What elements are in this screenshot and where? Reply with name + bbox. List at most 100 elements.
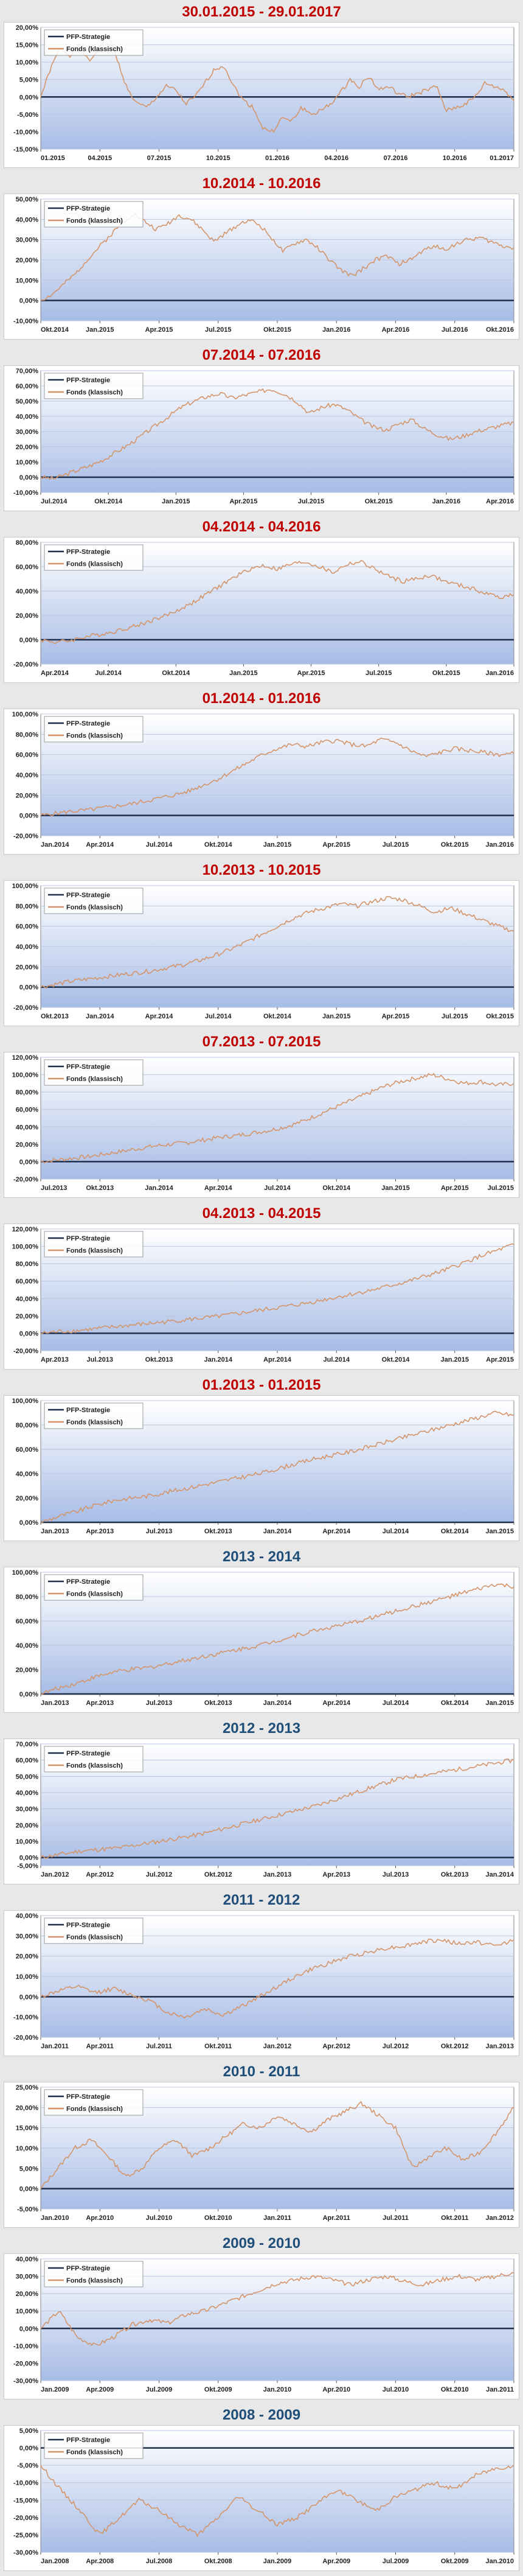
legend-label-strategy: PFP-Strategie bbox=[66, 1578, 110, 1586]
y-tick-label: 40,00% bbox=[16, 943, 39, 951]
legend-box bbox=[44, 544, 144, 571]
x-tick-label: Jan.2013 bbox=[263, 1871, 291, 1878]
y-tick-label: 100,00% bbox=[12, 1569, 39, 1577]
y-tick-label: -5,00% bbox=[17, 111, 38, 119]
x-tick-label: Jan.2013 bbox=[486, 2043, 514, 2050]
legend-label-strategy: PFP-Strategie bbox=[66, 1750, 110, 1757]
legend-label-fund: Fonds (klassisch) bbox=[66, 1076, 123, 1083]
legend-label-strategy: PFP-Strategie bbox=[66, 2437, 110, 2444]
line-chart: 50,00% 40,00% 30,00% 20,00% 10,00% 0,00% -10,0… bbox=[13, 196, 514, 334]
y-tick-label: 20,00% bbox=[16, 1141, 39, 1149]
x-tick-label: Jul.2014 bbox=[95, 670, 122, 677]
chart-panel: 2008 - 2009 5,00% 0,00% -5,00% -10,00% -15,00… bbox=[0, 2403, 523, 2575]
chart-panel: 2012 - 2013 70,00% 60,00% 50,00% 40,00% 30,00… bbox=[0, 1717, 523, 1888]
legend-label-fund: Fonds (klassisch) bbox=[66, 732, 123, 740]
legend-label-fund: Fonds (klassisch) bbox=[66, 389, 123, 396]
chart-card: 40,00% 30,00% 20,00% 10,00% 0,00% -10,00% -20,… bbox=[4, 2253, 519, 2399]
x-tick-label: Jan.2016 bbox=[322, 326, 350, 334]
legend: PFP-Strategie Fonds (klassisch) bbox=[44, 1574, 144, 1601]
y-tick-label: 60,00% bbox=[16, 1107, 39, 1114]
chart-panel: 10.2014 - 10.2016 50,00% 40,00% 30,00% 20,00… bbox=[0, 172, 523, 343]
y-tick-label: -20,00% bbox=[13, 2034, 38, 2042]
chart-title: 2011 - 2012 bbox=[223, 1892, 300, 1908]
chart-title: 10.2013 - 10.2015 bbox=[202, 862, 321, 878]
legend-label-fund: Fonds (klassisch) bbox=[66, 1591, 123, 1598]
legend: PFP-Strategie Fonds (klassisch) bbox=[44, 1402, 144, 1429]
x-tick-label: Apr.2013 bbox=[322, 1871, 350, 1878]
x-tick-label: Jan.2008 bbox=[41, 2558, 69, 2565]
x-tick-label: Apr.2011 bbox=[86, 2043, 114, 2050]
legend-label-fund: Fonds (klassisch) bbox=[66, 2105, 123, 2113]
y-tick-label: 20,00% bbox=[16, 257, 39, 264]
y-tick-label: -15,00% bbox=[13, 146, 38, 153]
y-tick-label: -10,00% bbox=[13, 128, 38, 136]
x-tick-label: Apr.2015 bbox=[441, 1185, 469, 1192]
x-tick-label: Apr.2012 bbox=[86, 1871, 114, 1878]
chart-panel: 01.2014 - 01.2016 100,00% 80,00% 60,00% 40,0… bbox=[0, 687, 523, 858]
y-tick-label: 40,00% bbox=[16, 413, 39, 421]
y-tick-label: -10,00% bbox=[13, 489, 38, 497]
x-tick-label: Okt.2013 bbox=[41, 1013, 69, 1020]
y-tick-label: 60,00% bbox=[16, 752, 39, 759]
x-tick-label: Jul.2014 bbox=[41, 498, 68, 505]
x-tick-label: Okt.2015 bbox=[263, 326, 291, 334]
y-tick-label: 0,00% bbox=[19, 637, 38, 644]
y-tick-label: 30,00% bbox=[16, 237, 39, 244]
x-tick-label: Apr.2013 bbox=[41, 1356, 69, 1363]
fund-series-line bbox=[40, 1243, 514, 1334]
y-tick-label: 40,00% bbox=[16, 588, 39, 595]
x-tick-label: Jan.2009 bbox=[263, 2558, 291, 2565]
x-tick-label: Apr.2014 bbox=[86, 841, 114, 849]
chart-title: 2012 - 2013 bbox=[222, 1720, 301, 1737]
y-tick-label: 70,00% bbox=[16, 368, 39, 375]
x-tick-label: Okt.2012 bbox=[204, 1871, 232, 1878]
x-tick-label: Apr.2015 bbox=[297, 670, 325, 677]
y-tick-label: 80,00% bbox=[16, 1089, 39, 1096]
x-tick-label: Okt.2014 bbox=[441, 1528, 469, 1535]
y-tick-label: 60,00% bbox=[16, 1757, 39, 1765]
x-tick-label: Okt.2014 bbox=[322, 1185, 351, 1192]
x-tick-label: Jan.2016 bbox=[486, 670, 514, 677]
x-tick-label: Jan.2014 bbox=[263, 1699, 292, 1707]
y-tick-label: 20,00% bbox=[16, 1667, 39, 1674]
y-tick-label: -20,00% bbox=[13, 1348, 38, 1355]
x-tick-label: Apr.2015 bbox=[486, 1356, 514, 1363]
chart-panel: 04.2013 - 04.2015 120,00% 100,00% 80,00% 60,… bbox=[0, 1202, 523, 1373]
x-tick-label: Okt.2014 bbox=[162, 670, 190, 677]
y-tick-label: 60,00% bbox=[16, 1618, 39, 1625]
line-chart: 100,00% 80,00% 60,00% 40,00% 20,00% 0,00% -20,… bbox=[12, 883, 514, 1020]
fund-series-line bbox=[40, 737, 514, 817]
x-tick-label: Jul.2009 bbox=[146, 2386, 172, 2393]
chart-card: 40,00% 30,00% 20,00% 10,00% 0,00% -10,00% -20,… bbox=[4, 1910, 519, 2056]
y-tick-label: 60,00% bbox=[16, 383, 39, 390]
chart-card: 5,00% 0,00% -5,00% -10,00% -15,00% -20,00% -25… bbox=[4, 2425, 519, 2571]
x-tick-label: Apr.2014 bbox=[204, 1185, 233, 1192]
legend-label-strategy: PFP-Strategie bbox=[66, 2093, 110, 2101]
x-tick-label: Okt.2015 bbox=[432, 670, 460, 677]
x-tick-label: Jan.2014 bbox=[145, 1185, 173, 1192]
y-tick-label: 100,00% bbox=[12, 883, 39, 890]
chart-card: 100,00% 80,00% 60,00% 40,00% 20,00% 0,00% Jan.… bbox=[4, 1395, 519, 1541]
y-tick-label: 20,00% bbox=[16, 612, 39, 620]
y-tick-label: -30,00% bbox=[13, 2378, 38, 2385]
y-tick-label: 60,00% bbox=[16, 923, 39, 931]
x-tick-label: 01.2016 bbox=[265, 155, 289, 162]
fund-series-line bbox=[40, 1073, 514, 1164]
y-tick-label: 100,00% bbox=[12, 711, 39, 718]
x-tick-label: Jan.2012 bbox=[486, 2214, 514, 2222]
x-tick-label: Okt.2016 bbox=[486, 326, 514, 334]
chart-card: 50,00% 40,00% 30,00% 20,00% 10,00% 0,00% -10,0… bbox=[4, 194, 519, 340]
x-tick-label: Apr.2014 bbox=[41, 670, 69, 677]
y-tick-label: 70,00% bbox=[16, 1741, 39, 1748]
chart-title: 01.2014 - 01.2016 bbox=[202, 690, 321, 707]
legend-label-fund: Fonds (klassisch) bbox=[66, 1762, 123, 1769]
x-tick-label: 01.2017 bbox=[490, 155, 514, 162]
x-tick-label: Okt.2012 bbox=[441, 2043, 469, 2050]
legend-label-strategy: PFP-Strategie bbox=[66, 1235, 110, 1242]
x-tick-label: 07.2015 bbox=[147, 155, 171, 162]
x-tick-label: Apr.2016 bbox=[486, 498, 514, 505]
fund-series-line bbox=[40, 34, 514, 133]
x-tick-label: Jul.2012 bbox=[383, 2043, 409, 2050]
x-tick-label: Okt.2015 bbox=[486, 1013, 514, 1020]
y-tick-label: 120,00% bbox=[12, 1226, 39, 1233]
